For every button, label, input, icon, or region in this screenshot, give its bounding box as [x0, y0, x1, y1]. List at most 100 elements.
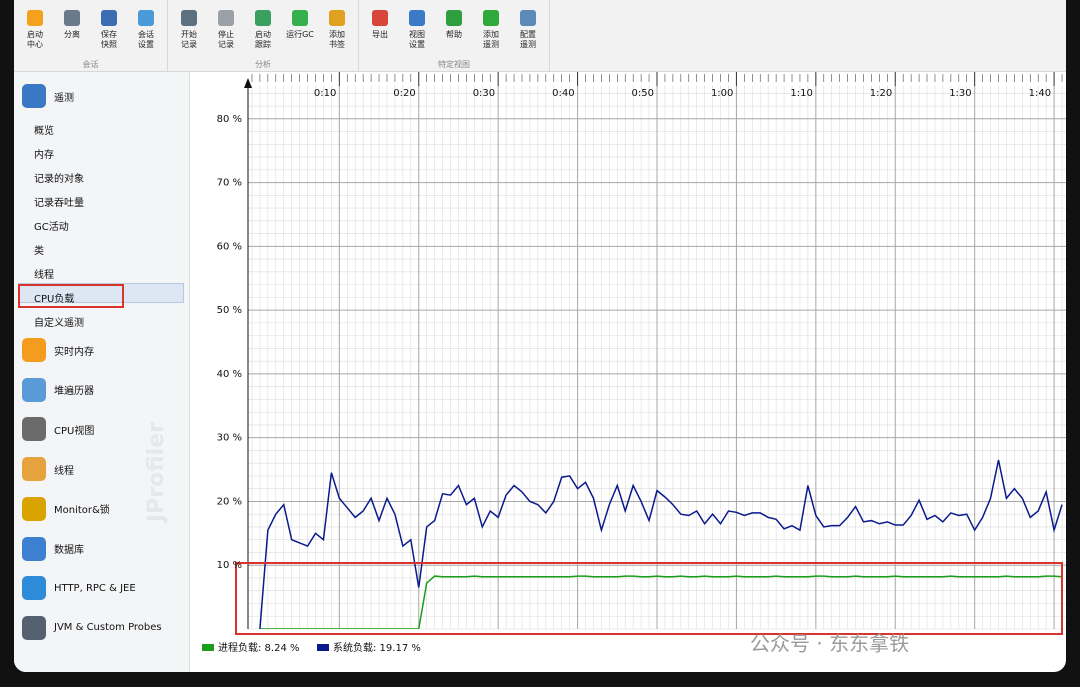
- icon: [22, 84, 46, 108]
- button-label: 视图 设置: [409, 30, 425, 49]
- legend-swatch: [202, 644, 214, 651]
- icon: [329, 10, 345, 26]
- x-tick-label: 0:50: [632, 88, 654, 99]
- axis-arrow: [244, 78, 252, 88]
- nav-section[interactable]: 实时内存: [22, 338, 94, 362]
- header-label: 遥测: [54, 92, 74, 104]
- x-tick-label: 1:20: [870, 88, 892, 99]
- x-tick-label: 0:30: [473, 88, 495, 99]
- icon: [101, 10, 117, 26]
- toolbar-button[interactable]: 视图 设置: [399, 10, 435, 50]
- nav-item[interactable]: GC活动: [34, 222, 69, 233]
- y-tick-label: 60 %: [217, 241, 242, 252]
- toolbar-button[interactable]: 启动 跟踪: [245, 10, 281, 50]
- button-label: 启动 跟踪: [255, 30, 271, 49]
- icon: [22, 377, 46, 402]
- icon: [22, 536, 46, 561]
- x-tick-label: 0:20: [393, 88, 415, 99]
- toolbar-group: 开始 记录 停止 记录 启动 跟踪 运行GC 添加 书签分析: [168, 0, 359, 72]
- icon: [64, 10, 80, 26]
- button-label: 会话 设置: [138, 30, 154, 49]
- chart: 公众号 · 东东拿铁 0:10 0:20 0:30 0:40 0:50 1:00 1:10 1…: [202, 72, 1066, 656]
- legend-label: 系统负载: 19.17 %: [333, 641, 421, 654]
- icon: [218, 10, 234, 26]
- y-tick-label: 20 %: [217, 496, 242, 507]
- icon: [409, 10, 425, 26]
- toolbar-button[interactable]: 添加 遥测: [473, 10, 509, 50]
- nav-item[interactable]: 概览: [34, 126, 54, 137]
- toolbar-button[interactable]: 分离: [54, 10, 90, 40]
- y-tick-label: 40 %: [217, 369, 242, 380]
- nav-item[interactable]: 线程: [34, 270, 54, 281]
- section-label: HTTP, RPC & JEE: [54, 582, 136, 594]
- icon: [22, 496, 46, 521]
- toolbar-button[interactable]: 帮助: [436, 10, 472, 40]
- x-tick-label: 1:40: [1029, 88, 1051, 99]
- icon: [22, 615, 46, 640]
- toolbar-button[interactable]: 开始 记录: [171, 10, 207, 50]
- nav-section[interactable]: HTTP, RPC & JEE: [22, 576, 136, 601]
- nav-item[interactable]: 自定义遥测: [34, 318, 84, 329]
- icon: [27, 10, 43, 26]
- legend-swatch: [317, 644, 329, 651]
- legend-label: 进程负载: 8.24 %: [218, 641, 300, 654]
- x-tick-label: 0:40: [552, 88, 574, 99]
- button-label: 添加 书签: [329, 30, 345, 49]
- nav-item[interactable]: 记录的对象: [34, 174, 84, 185]
- button-label: 开始 记录: [181, 30, 197, 49]
- section-label: 堆遍历器: [54, 386, 94, 398]
- icon: [181, 10, 197, 26]
- section-label: 数据库: [54, 545, 84, 556]
- toolbar-group: 导出 视图 设置 帮助 添加 遥测 配置 遥测特定视图: [359, 0, 550, 72]
- y-tick-label: 30 %: [217, 433, 242, 444]
- nav-section[interactable]: 堆遍历器: [22, 377, 94, 402]
- button-label: 启动 中心: [27, 30, 43, 49]
- nav-section[interactable]: 数据库: [22, 536, 84, 561]
- section-label: JVM & Custom Probes: [54, 622, 162, 634]
- icon: [22, 457, 46, 482]
- group-label: 会话: [82, 60, 99, 69]
- footer-watermark: 公众号 · 东东拿铁: [750, 632, 909, 656]
- button-label: 运行GC: [286, 30, 314, 39]
- section-label: 线程: [54, 465, 74, 477]
- toolbar-button[interactable]: 启动 中心: [17, 10, 53, 50]
- nav-section[interactable]: JVM & Custom Probes: [22, 615, 162, 640]
- button-label: 帮助: [446, 30, 462, 39]
- nav-item[interactable]: 内存: [34, 150, 54, 161]
- nav-item[interactable]: CPU负载: [34, 294, 75, 305]
- button-label: 配置 遥测: [520, 30, 536, 49]
- toolbar-button[interactable]: 运行GC: [282, 10, 318, 40]
- button-label: 导出: [372, 30, 388, 39]
- toolbar-button[interactable]: 会话 设置: [128, 10, 164, 50]
- toolbar-button[interactable]: 停止 记录: [208, 10, 244, 50]
- button-label: 分离: [64, 30, 80, 39]
- x-tick-label: 1:10: [790, 88, 812, 99]
- nav-item[interactable]: 类: [34, 246, 44, 257]
- group-label: 分析: [255, 60, 271, 69]
- x-tick-label: 1:00: [711, 88, 733, 99]
- toolbar-button[interactable]: 配置 遥测: [510, 10, 546, 50]
- icon: [138, 10, 154, 26]
- icon: [483, 10, 499, 26]
- nav-item[interactable]: 记录吞吐量: [34, 198, 84, 209]
- toolbar-group: 启动 中心 分离 保存 快照 会话 设置会话: [14, 0, 168, 72]
- highlight-box: [235, 562, 1063, 635]
- icon: [446, 10, 462, 26]
- y-tick-label: 50 %: [217, 305, 242, 316]
- window: 启动 中心 分离 保存 快照 会话 设置会话 开始 记录 停止 记录 启动 跟踪 运行GC 添加…: [14, 0, 1066, 672]
- toolbar-button[interactable]: 添加 书签: [319, 10, 355, 50]
- icon: [255, 10, 271, 26]
- y-tick-label: 80 %: [217, 114, 242, 125]
- icon: [292, 10, 308, 26]
- nav-section[interactable]: CPU视图: [22, 417, 94, 442]
- icon: [22, 417, 46, 442]
- x-tick-label: 1:30: [949, 88, 971, 99]
- button-label: 保存 快照: [101, 30, 117, 49]
- toolbar-button[interactable]: 保存 快照: [91, 10, 127, 50]
- nav-section[interactable]: 线程: [22, 457, 74, 482]
- toolbar-button[interactable]: 导出: [362, 10, 398, 40]
- nav-section[interactable]: Monitor&锁: [22, 496, 110, 521]
- icon: [372, 10, 388, 26]
- group-label: 特定视图: [438, 60, 470, 69]
- telemetry-header[interactable]: 遥测: [22, 84, 74, 108]
